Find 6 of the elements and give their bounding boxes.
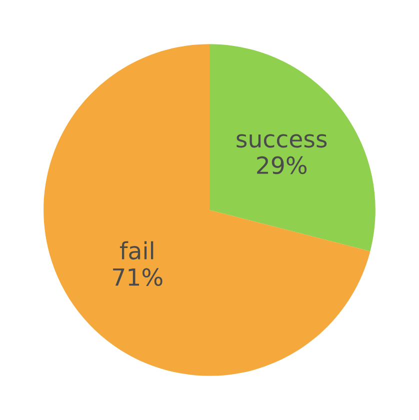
- data-label: 29%: [257, 156, 307, 174]
- slice-label: success: [236, 134, 327, 148]
- pie-slice: [210, 44, 376, 252]
- slice-label: fail: [120, 241, 154, 260]
- pie-slice: [44, 44, 370, 376]
- data-label: 71%: [113, 268, 162, 286]
